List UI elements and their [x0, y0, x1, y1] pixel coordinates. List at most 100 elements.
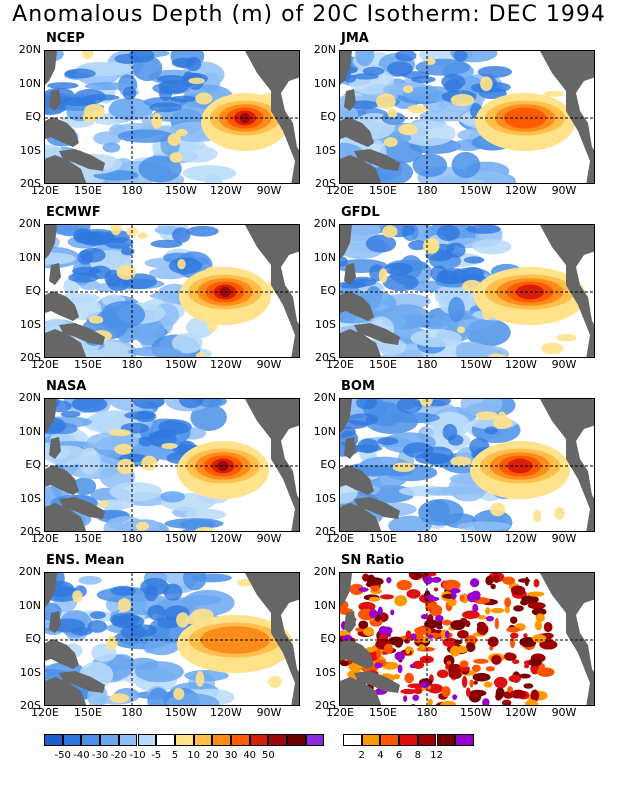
sn-ratio-blob: [493, 573, 500, 583]
sn-ratio-high-blob: [386, 577, 392, 584]
lat-tick-label: EQ: [25, 632, 41, 645]
land-mask: [45, 399, 299, 531]
cold-anomaly-blob: [68, 272, 99, 283]
lon-tick-label: 120E: [326, 532, 354, 545]
sn-ratio-blob: [523, 633, 528, 638]
sn-ratio-blob: [518, 673, 531, 679]
cold-anomaly-blob: [147, 604, 166, 621]
colorbar-swatch: [44, 734, 63, 746]
cold-anomaly-blob: [477, 65, 513, 78]
map-svg: [340, 399, 594, 531]
sn-ratio-blob: [450, 663, 461, 669]
cold-anomaly-blob: [70, 627, 93, 636]
warm-anomaly-blob: [195, 92, 213, 105]
colorbar-swatch: [174, 734, 194, 746]
warm-anomaly-blob: [392, 462, 416, 472]
lon-tick-label: 180: [121, 358, 143, 371]
map-panel: [44, 572, 300, 706]
lat-tick-label: 20N: [313, 565, 336, 578]
colorbar-label: 5: [171, 750, 179, 761]
warm-anomaly-blob: [497, 411, 507, 423]
warm-anomaly-blob: [480, 76, 493, 92]
sn-ratio-blob: [502, 576, 516, 585]
lat-tick-label: 20N: [18, 217, 41, 230]
warm-anomaly-blob: [554, 506, 565, 520]
cold-anomaly-blob: [45, 252, 76, 265]
colorbar-label: -20: [110, 750, 127, 761]
lon-tick-label: 120E: [31, 532, 59, 545]
sn-ratio-blob: [358, 620, 369, 629]
sn-ratio-blob: [427, 698, 433, 705]
colorbar-label: -40: [73, 750, 90, 761]
lon-tick-label: 120W: [505, 358, 537, 371]
warm-anomaly-blob: [425, 57, 436, 66]
lat-tick-label: EQ: [25, 110, 41, 123]
cold-anomaly-blob: [340, 256, 348, 267]
sn-ratio-blob: [527, 602, 546, 610]
cold-anomaly-blob: [441, 73, 466, 90]
cold-anomaly-blob: [185, 508, 226, 521]
cold-anomaly-blob: [190, 404, 227, 431]
warm-anomaly-blob: [268, 675, 282, 688]
cold-anomaly-blob: [133, 319, 166, 346]
colorbar-swatch: [455, 734, 474, 746]
lon-tick-label: 180: [416, 706, 438, 719]
sn-ratio-blob: [533, 579, 540, 588]
lon-tick-label: 120W: [210, 184, 242, 197]
warm-anomaly-blob: [492, 416, 513, 430]
cold-anomaly-blob: [122, 86, 137, 100]
lon-tick-label: 120E: [326, 358, 354, 371]
sn-ratio-blob: [472, 672, 491, 682]
sn-ratio-high-blob: [450, 588, 461, 594]
lon-tick-label: 150E: [74, 706, 102, 719]
sn-ratio-high-blob: [378, 626, 389, 636]
cold-anomaly-blob: [461, 266, 485, 282]
sn-ratio-blob: [524, 699, 539, 705]
sn-ratio-blob: [535, 613, 545, 623]
warm-anomaly-blob: [556, 334, 577, 342]
cold-anomaly-blob: [181, 595, 222, 606]
sn-ratio-blob: [442, 619, 452, 626]
cold-anomaly-blob: [380, 304, 431, 330]
sn-ratio-blob: [449, 667, 462, 674]
sn-ratio-blob: [465, 642, 476, 653]
colorbar-swatch: [305, 734, 325, 746]
sn-ratio-blob: [380, 594, 394, 600]
cold-anomaly-blob: [388, 515, 432, 531]
sn-ratio-high-blob: [485, 615, 495, 622]
sn-ratio-blob: [340, 605, 349, 614]
map-svg: [340, 573, 594, 705]
map-svg: [45, 399, 299, 531]
colorbar-label: -30: [91, 750, 109, 761]
cold-anomaly-blob: [46, 82, 79, 89]
lon-tick-label: 150W: [460, 358, 492, 371]
sn-ratio-blob: [396, 580, 412, 591]
sn-ratio-blob: [531, 607, 547, 616]
cold-anomaly-blob: [138, 436, 154, 447]
cold-anomaly-blob: [453, 51, 468, 62]
colorbar-swatch: [156, 734, 175, 746]
lon-tick-label: 180: [121, 184, 143, 197]
lon-tick-label: 150W: [165, 184, 197, 197]
lat-tick-label: 20S: [315, 525, 336, 538]
map-panel: [339, 50, 595, 184]
lon-tick-label: 90W: [551, 184, 577, 197]
panel-title: ENS. Mean: [46, 553, 125, 568]
cold-anomaly-blob: [79, 233, 108, 246]
sn-ratio-high-blob: [420, 613, 428, 620]
sn-ratio-blob: [476, 623, 489, 635]
warm-anomaly-blob: [141, 455, 158, 471]
cold-anomaly-blob: [183, 573, 207, 591]
map-panel: [44, 398, 300, 532]
colorbar-swatch: [287, 734, 306, 746]
cold-anomaly-blob: [418, 498, 464, 526]
cold-anomaly-blob: [365, 234, 397, 253]
sn-ratio-blob: [485, 666, 496, 672]
sn-ratio-blob: [443, 654, 455, 667]
sn-ratio-blob: [414, 687, 423, 695]
panel-title: NASA: [46, 379, 87, 394]
cold-anomaly-blob: [79, 447, 101, 475]
lon-tick-label: 150W: [165, 358, 197, 371]
lat-tick-label: 20S: [315, 351, 336, 364]
cold-anomaly-blob: [71, 399, 108, 413]
